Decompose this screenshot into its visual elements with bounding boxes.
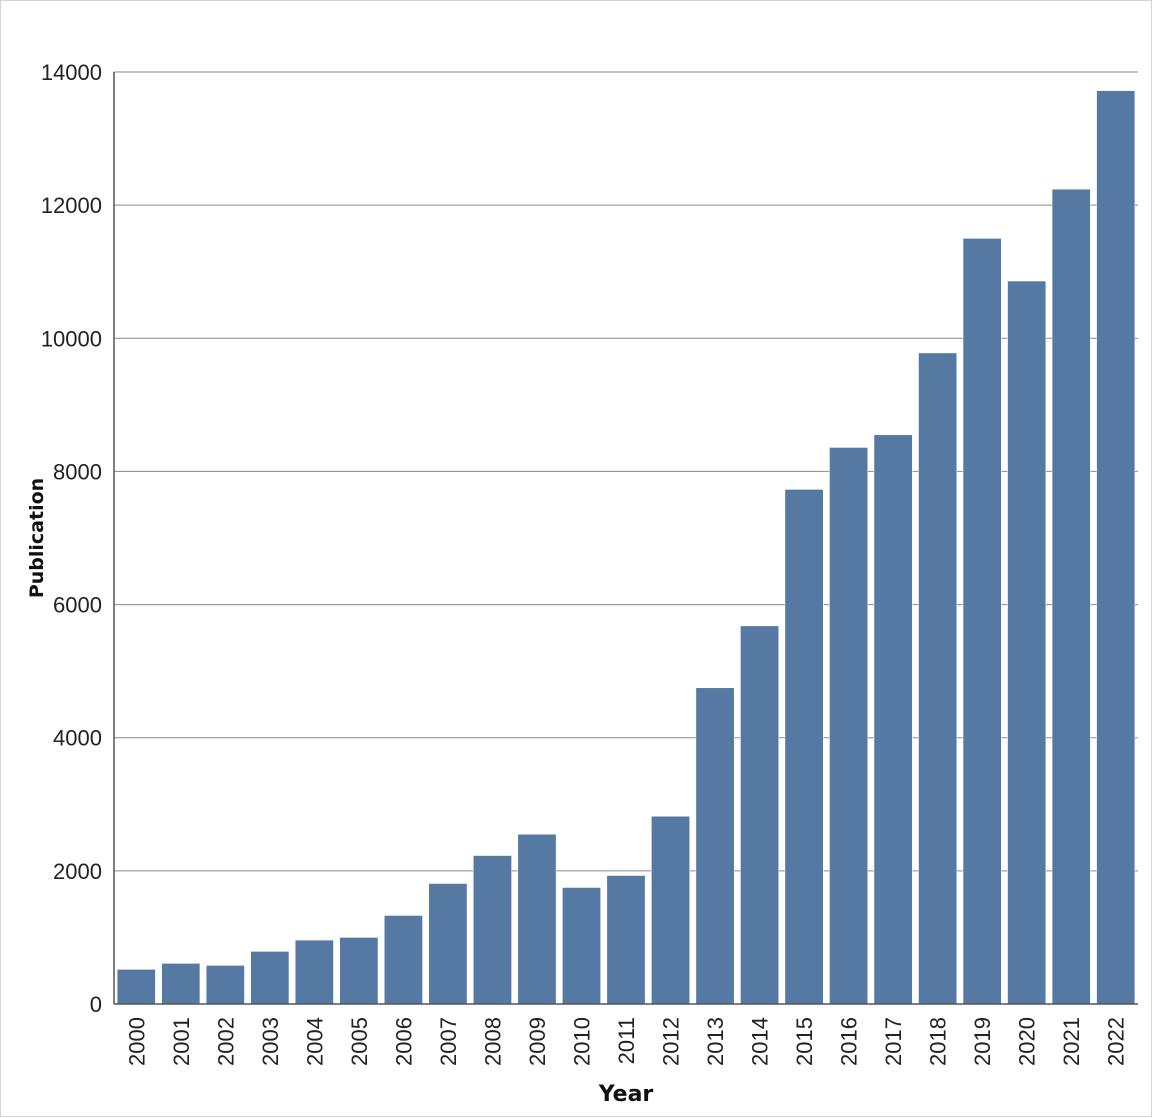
bar-2012: [651, 816, 690, 1005]
bar-2018: [918, 352, 958, 1005]
x-tick-label: 2012: [659, 1017, 684, 1066]
y-tick-label: 6000: [53, 593, 102, 618]
bar-2022: [1096, 90, 1136, 1005]
bar-2017: [873, 434, 913, 1005]
bar-2009: [517, 833, 557, 1005]
bar-2006: [383, 915, 423, 1005]
y-tick-label: 0: [90, 992, 102, 1017]
axes: [113, 72, 1138, 1005]
x-tick-label: 2009: [525, 1017, 550, 1066]
x-tick-label: 2022: [1104, 1017, 1129, 1066]
x-tick-label: 2014: [748, 1017, 773, 1066]
y-tick-label: 12000: [41, 193, 102, 218]
bar-2016: [829, 447, 869, 1005]
bar-2021: [1051, 188, 1091, 1005]
bar-2019: [962, 238, 1002, 1005]
bar-2002: [205, 965, 245, 1005]
y-tick-label: 8000: [53, 459, 102, 484]
bar-2013: [695, 687, 735, 1005]
x-tick-labels: 2000 2001 2002 2003 2004 2005 2006 2007 2008 2009…: [124, 1017, 1128, 1066]
x-tick-label: 2017: [881, 1017, 906, 1066]
bar-2015: [784, 489, 824, 1005]
x-tick-label: 2010: [569, 1017, 594, 1066]
y-tick-label: 10000: [41, 326, 102, 351]
x-tick-label: 2003: [258, 1017, 283, 1066]
bar-2000: [116, 969, 156, 1005]
bars: [116, 90, 1136, 1005]
x-tick-label: 2019: [970, 1017, 995, 1066]
x-tick-label: 2020: [1015, 1017, 1040, 1066]
y-tick-label: 4000: [53, 726, 102, 751]
bar-2014: [740, 625, 779, 1005]
x-tick-label: 2013: [703, 1017, 728, 1066]
x-tick-label: 2008: [480, 1017, 505, 1066]
bar-2008: [473, 855, 512, 1005]
gridlines: [114, 71, 1138, 872]
x-tick-label: 2015: [792, 1017, 817, 1066]
bar-2003: [250, 951, 290, 1005]
x-tick-label: 2001: [169, 1017, 194, 1066]
bar-2020: [1007, 280, 1047, 1005]
x-tick-label: 2011: [614, 1017, 639, 1064]
x-tick-label: 2004: [302, 1017, 327, 1066]
bar-2007: [428, 883, 468, 1005]
x-tick-label: 2021: [1059, 1017, 1084, 1066]
x-tick-label: 2005: [347, 1017, 372, 1066]
x-tick-label: 2018: [926, 1017, 951, 1066]
x-tick-label: 2000: [124, 1017, 149, 1066]
y-axis-title: Publication: [26, 478, 48, 598]
y-tick-labels: 0 2000 4000 6000 8000 10000 12000 14000: [41, 60, 102, 1017]
bar-2004: [294, 939, 334, 1005]
x-tick-label: 2002: [213, 1017, 238, 1066]
y-tick-label: 2000: [53, 859, 102, 884]
bar-2005: [339, 937, 379, 1005]
bar-2010: [562, 887, 601, 1005]
bar-2001: [161, 963, 201, 1005]
x-tick-label: 2006: [391, 1017, 416, 1066]
x-tick-label: 2007: [436, 1017, 461, 1066]
x-tick-label: 2016: [837, 1017, 862, 1066]
x-axis-title: Year: [598, 1082, 654, 1107]
bar-2011: [606, 875, 646, 1005]
y-tick-label: 14000: [41, 60, 102, 85]
